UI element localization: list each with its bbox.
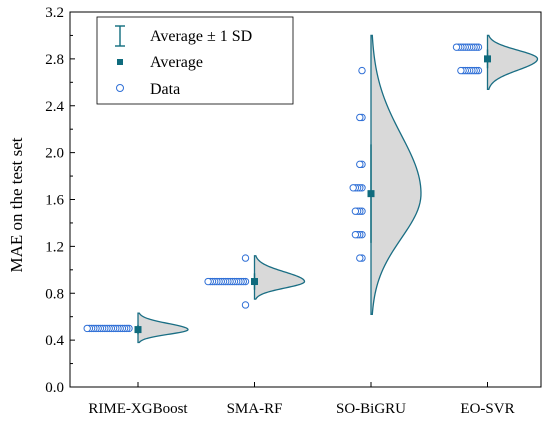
data-points-layer <box>83 43 483 333</box>
open-circle-icon <box>116 84 124 92</box>
data-point <box>349 184 357 192</box>
data-point <box>457 66 465 75</box>
filled-square-icon <box>117 59 123 65</box>
legend-label-data: Data <box>150 81 180 98</box>
y-tick-label: 1.2 <box>45 239 64 255</box>
mean-marker <box>134 326 142 334</box>
y-tick-label: 2.4 <box>45 99 64 115</box>
legend-entry-average-sd: Average ± 1 SD <box>115 25 252 47</box>
data-point <box>241 254 250 262</box>
y-tick-label: 2.8 <box>45 52 64 68</box>
y-tick-label: 0.0 <box>45 380 64 396</box>
legend-label-average: Average <box>150 54 203 71</box>
y-tick-label: 0.4 <box>45 333 64 349</box>
legend-box <box>96 16 294 105</box>
legend-entry-average: Average <box>117 54 203 71</box>
legend-label-average-sd: Average ± 1 SD <box>150 28 252 45</box>
mean-sd-layer <box>134 49 491 335</box>
x-tick-label: SO-BiGRU <box>336 401 406 417</box>
y-tick-label: 1.6 <box>45 193 64 209</box>
data-point <box>204 277 212 286</box>
data-point <box>356 113 364 122</box>
data-point <box>351 207 360 215</box>
violin-sma-rf <box>253 255 306 300</box>
violin-so-bigru <box>370 34 422 315</box>
data-point <box>358 66 366 75</box>
y-tick-label: 0.8 <box>45 286 64 302</box>
legend-entry-data: Data <box>116 81 180 98</box>
mean-marker <box>367 190 375 198</box>
data-point <box>351 230 360 239</box>
y-tick-label: 3.2 <box>45 5 64 21</box>
data-point <box>452 43 461 51</box>
mean-marker <box>251 278 258 286</box>
y-tick-label: 2.0 <box>45 146 64 162</box>
axes-layer: 0.0 0.4 0.8 1.2 1.6 2.0 2.4 2.8 3.2 RIME-XGBoost S… <box>45 5 542 417</box>
x-tick-label: SMA-RF <box>227 401 283 417</box>
violin-eo-svr <box>486 34 539 90</box>
mean-marker <box>484 55 491 63</box>
data-point <box>83 324 91 333</box>
x-tick-label: EO-SVR <box>460 401 514 417</box>
x-tick-label: RIME-XGBoost <box>88 401 188 417</box>
violin-rime-xgboost <box>137 312 189 344</box>
data-point <box>241 301 250 309</box>
legend: Average ± 1 SD Average Data <box>96 16 294 105</box>
violin-layer <box>137 34 539 344</box>
data-point <box>356 254 364 262</box>
data-point <box>356 160 364 169</box>
y-axis-label: MAE on the test set <box>7 137 26 272</box>
error-bar-icon <box>115 25 125 47</box>
